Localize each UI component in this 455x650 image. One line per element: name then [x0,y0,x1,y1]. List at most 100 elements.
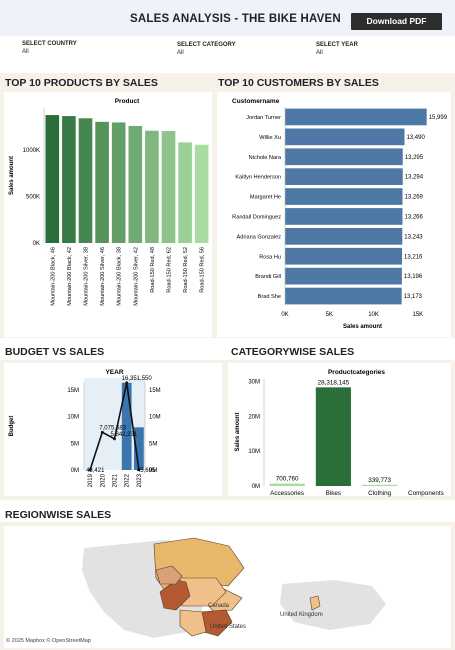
customers-section-title: TOP 10 CUSTOMERS BY SALES [218,77,379,89]
category-data-label: 339,773 [368,477,391,484]
products-y-tick: 0K [33,241,40,247]
usa-central-region[interactable] [179,609,207,637]
customers-data-label: 13,173 [404,294,423,300]
category-data-label: 700,760 [276,476,299,483]
products-bar [145,130,159,243]
customers-bar [285,108,427,126]
budget-x-tick: 2020 [100,473,106,487]
products-x-tick: Road-150 Red, 62 [167,247,173,293]
budget-y2-tick: 5M [149,441,157,447]
customers-y-tick: Willie Xu [259,135,281,141]
page-title: SALES ANALYSIS - THE BIKE HAVEN [130,13,341,25]
region-section-title: REGIONWISE SALES [5,509,112,521]
customers-y-tick: Jordan Turner [246,115,281,121]
products-x-tick: Mountain-200 Silver, 38 [84,247,90,306]
sales-point [100,430,104,434]
category-x-tick: Accessories [270,490,304,497]
customers-y-tick: Margaret He [250,195,281,201]
customers-data-label: 13,295 [405,155,424,161]
customers-data-label: 13,294 [405,175,424,181]
products-chart-title: Product [115,98,140,105]
uk-region[interactable] [309,595,321,611]
canada-west-region[interactable] [159,579,191,611]
products-y-label: Sales amount [9,156,15,195]
country-filter[interactable]: SELECT COUNTRY All [22,41,77,55]
customers-data-label: 13,490 [406,135,425,141]
category-y-tick: 10M [248,449,260,455]
products-x-tick: Road-150 Red, 52 [183,247,189,293]
budget-x-tick: 2023 [137,473,143,487]
customers-data-label: 13,266 [404,214,423,220]
budget-y-tick: 5M [71,441,79,447]
category-y-label: Sales amount [235,412,241,451]
products-x-tick: Mountain-200 Black, 38 [117,247,123,306]
budget-chart: YEAR Budget 0M 0M 5M 5M 10M 10M 15M 15M 43,421 7,07… [9,369,161,487]
customers-x-tick: 0K [281,312,288,318]
sales-point [113,437,116,441]
category-section-title: CATEGORYWISE SALES [231,346,355,358]
products-y-tick: 500K [26,194,40,200]
customers-y-tick: Kaitlyn Henderson [235,175,281,181]
sales-point-label: 16,351,550 [122,376,153,382]
products-x-tick: Mountain-200 Silver, 42 [133,247,139,306]
category-bar [269,483,305,486]
customers-data-label: 13,216 [404,254,423,260]
customers-x-tick: 15K [413,312,424,318]
products-y-tick: 1000K [23,148,40,154]
europe-landmass [280,580,386,630]
products-x-tick: Mountain-200 Black, 46 [50,247,56,306]
download-pdf-button[interactable]: Download PDF [351,13,442,30]
customers-bar [285,168,403,186]
sales-point [88,468,92,472]
products-x-tick: Road-150 Red, 56 [200,247,206,293]
products-bar [178,142,192,243]
alaska-region[interactable] [155,565,183,585]
sales-point-label: 45,695 [137,468,156,474]
budget-y-tick: 10M [67,415,79,421]
region-map[interactable]: Canada United States United Kingdom [4,526,451,648]
year-filter-value[interactable]: All [316,50,323,56]
budget-y2-tick: 10M [149,415,161,421]
budget-bar [121,382,132,470]
budget-y-tick: 0M [71,468,79,474]
customers-bar [285,247,403,265]
category-filter[interactable]: SELECT CATEGORY All [177,42,236,56]
budget-y2-tick: 0M [149,468,157,474]
customers-y-tick: Randall Dominguez [232,214,281,220]
customers-data-label: 13,269 [405,195,424,201]
customers-x-label: Sales amount [343,324,382,330]
budget-x-tick: 2022 [125,473,131,487]
country-filter-value[interactable]: All [22,49,29,55]
customers-bar [285,188,403,205]
products-bar [194,144,209,243]
products-bar [128,125,143,243]
category-filter-value[interactable]: All [177,50,184,56]
customers-chart: Customername Jordan Turner 15,999 Willie Xu… [232,98,448,330]
customers-bar [285,148,403,166]
sales-point-label: 5,842,231 [111,432,138,438]
products-bar [161,131,176,243]
customers-data-label: 13,243 [404,234,423,240]
year-filter[interactable]: SELECT YEAR All [316,42,358,56]
customers-bar [285,267,402,285]
customers-y-tick: Rosa Hu [259,254,281,260]
products-bar [62,116,76,243]
sales-point-label: 43,421 [86,468,105,474]
products-chart: Product Sales amount 0K 500K 1000K Mountain-2… [9,98,209,306]
budget-y-tick: 15M [67,388,79,394]
budget-x-tick: 2021 [113,473,119,487]
map-attribution: © 2025 Mapbox © OpenStreetMap [6,638,91,644]
year-filter-label: SELECT YEAR [316,42,358,48]
customers-bar [285,227,403,245]
sales-point-label: 7,075,583 [99,425,126,431]
customers-bar [285,128,405,146]
map-label-uk: United Kingdom [280,612,323,618]
category-bar [315,387,351,486]
category-chart: Productcategories Sales amount 0M 10M 20M 30M… [235,369,444,497]
customers-x-tick: 5K [326,312,333,318]
budget-bar [134,427,144,470]
map-label-canada: Canada [208,603,230,609]
budget-y-label: Budget [9,416,15,437]
customers-bar [285,208,403,225]
